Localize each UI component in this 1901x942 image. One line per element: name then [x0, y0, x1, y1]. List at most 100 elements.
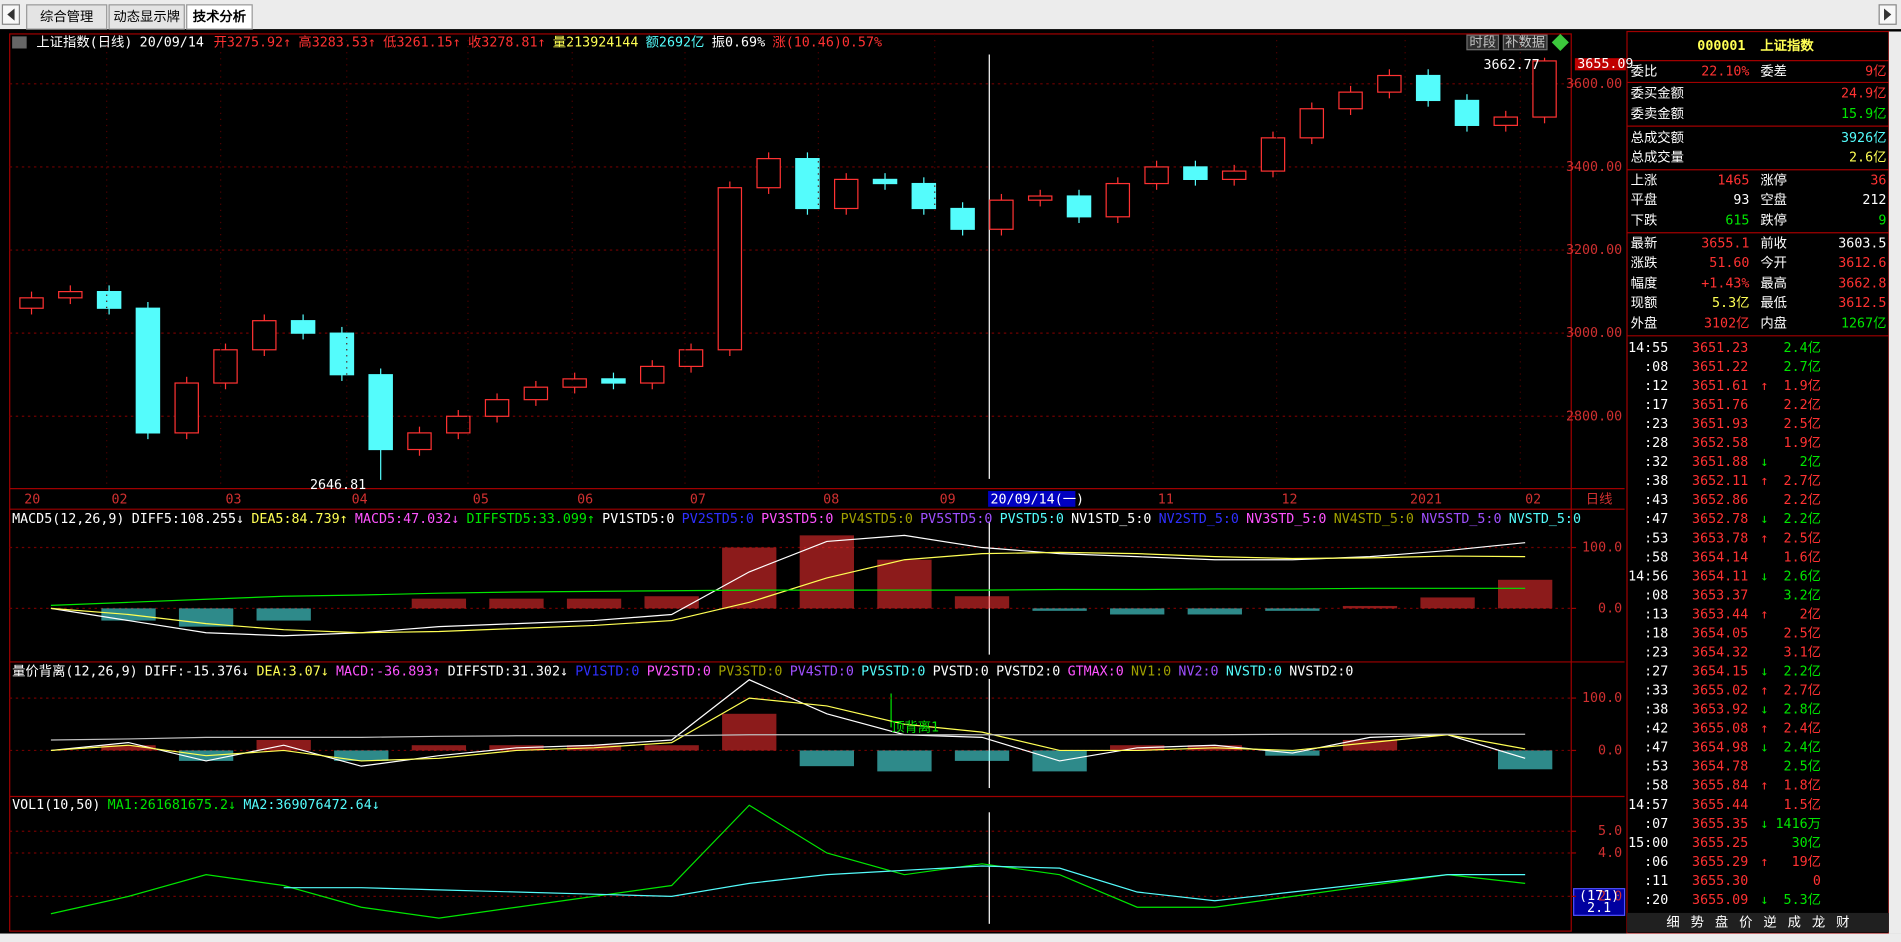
badge-text: (171) [1579, 889, 1619, 904]
info-label: 涨停 [1760, 172, 1787, 189]
info-value: 5.3亿 [1712, 295, 1749, 311]
tick-volume: 1.9亿 [1784, 435, 1821, 451]
legend-item: NV1STD_5:0 [1071, 512, 1151, 527]
panel-tab[interactable]: 盘 [1715, 914, 1728, 931]
x-tick-label: 04 [352, 492, 368, 507]
arrow-right [1884, 8, 1892, 21]
histogram-bar [954, 750, 1010, 761]
info-value: 36 [1870, 174, 1886, 189]
candle-body [329, 332, 355, 376]
legend-item: DIFF:-15.376↓ [145, 665, 249, 680]
y-tick-label: 3600.00 [1566, 77, 1622, 92]
tick-time: 14:56 [1628, 569, 1668, 584]
tab[interactable] [108, 4, 185, 30]
histogram-bar [877, 750, 932, 772]
legend-item: MACD5:47.032↓ [355, 512, 459, 527]
legend-item: PV3STD:0 [718, 665, 782, 680]
panel-tab[interactable]: 价 [1739, 916, 1752, 931]
y-tick-label: 2800.00 [1566, 409, 1622, 424]
tick-arrow: ↓ [1760, 893, 1768, 908]
x-tick-label: 07 [690, 492, 706, 507]
info-label: 最高 [1760, 275, 1787, 292]
info-label: 跌停 [1760, 212, 1787, 229]
x-tick-label: 02 [1525, 492, 1541, 507]
button[interactable] [1502, 34, 1548, 51]
tick-time: :11 [1644, 874, 1668, 889]
candle-body [19, 297, 44, 309]
tick-arrow: ↓ [1760, 512, 1768, 527]
panel-tabs [1627, 912, 1889, 933]
panel-tab[interactable]: 逆 [1763, 915, 1776, 931]
info-value: 2.6亿 [1849, 150, 1886, 166]
panel-tab[interactable]: 势 [1691, 915, 1704, 931]
info-value: 3612.5 [1838, 296, 1886, 311]
panel-tab[interactable]: 龙 [1812, 915, 1825, 931]
tick-volume: 2.4亿 [1784, 340, 1821, 356]
tick-time: :42 [1644, 722, 1668, 737]
candle-body [1338, 91, 1363, 110]
tab-label[interactable]: 动态显示牌 [113, 8, 180, 25]
legend-item: 收3278.81↑ [468, 34, 546, 50]
histogram-bar [1110, 608, 1165, 615]
tab[interactable] [26, 4, 108, 30]
candle-body [950, 207, 975, 230]
tick-time: :32 [1644, 455, 1668, 470]
indicator-line [50, 804, 1526, 919]
histogram-bar [644, 596, 699, 609]
legend-item: DIFF5:108.255↓ [132, 512, 244, 527]
tick-arrow: ↓ [1760, 817, 1768, 832]
panel-tab[interactable]: 成 [1788, 915, 1801, 931]
legend-item: PV4STD5:0 [841, 512, 913, 527]
button-label[interactable]: 时段 [1469, 34, 1496, 50]
tab-label[interactable]: 技术分析 [193, 8, 247, 25]
legend-item: DIFFSTD:31.302↓ [448, 665, 568, 680]
tick-volume: 2.5亿 [1784, 625, 1821, 641]
info-label: 最低 [1760, 295, 1787, 311]
histogram-bar [489, 598, 544, 609]
tick-arrow: ↓ [1760, 741, 1768, 756]
button-label[interactable]: 补数据 [1505, 34, 1545, 50]
info-value: 1465 [1717, 174, 1749, 189]
tick-arrow: ↓ [1760, 703, 1768, 718]
tick-time: :06 [1644, 855, 1668, 870]
y-tick-label: 3200.00 [1566, 243, 1622, 258]
y-tick-label: 0.0 [1598, 601, 1622, 616]
legend-item: PV4STD:0 [790, 665, 854, 680]
info-label: 上涨 [1631, 173, 1658, 189]
tab-label[interactable]: 综合管理 [40, 9, 93, 25]
tick-time: :12 [1644, 379, 1668, 394]
panel-tab[interactable]: 细 [1666, 915, 1679, 931]
tick-volume: 2.4亿 [1784, 721, 1821, 737]
candle-body [1260, 137, 1286, 172]
tick-volume: 1.9亿 [1784, 378, 1821, 394]
y-tick-label: 4.0 [1598, 846, 1622, 861]
candle-body [174, 382, 199, 434]
tick-time: :53 [1644, 760, 1668, 775]
tick-price: 3655.84 [1692, 779, 1748, 794]
button[interactable] [1466, 34, 1500, 51]
x-tick-label: 12 [1281, 492, 1297, 507]
histogram-bar [644, 745, 699, 751]
candle-body [58, 290, 83, 299]
tick-arrow: ↑ [1760, 722, 1768, 737]
tick-price: 3654.14 [1692, 550, 1748, 565]
tab[interactable] [186, 4, 253, 30]
histogram-bar [1420, 597, 1475, 609]
tick-volume: 5.3亿 [1784, 892, 1821, 908]
scrollbar[interactable] [1888, 31, 1901, 934]
info-label: 下跌 [1631, 213, 1658, 229]
tick-time: :27 [1644, 665, 1668, 680]
tick-time: :28 [1644, 436, 1668, 451]
tick-price: 3655.35 [1692, 817, 1748, 832]
candle-body [1377, 74, 1402, 93]
tick-volume: 3.1亿 [1784, 644, 1821, 660]
legend-item: 涨(10.46)0.57% [772, 34, 882, 50]
panel-tab[interactable]: 财 [1836, 915, 1849, 931]
y-tick-label: 3400.00 [1566, 160, 1622, 175]
stock-name: 上证指数 [1760, 37, 1814, 54]
info-label: 外盘 [1631, 315, 1658, 332]
tick-volume: 2.4亿 [1784, 740, 1821, 756]
legend-item: MACD5(12,26,9) [12, 512, 124, 527]
tick-arrow: ↓ [1760, 455, 1768, 470]
